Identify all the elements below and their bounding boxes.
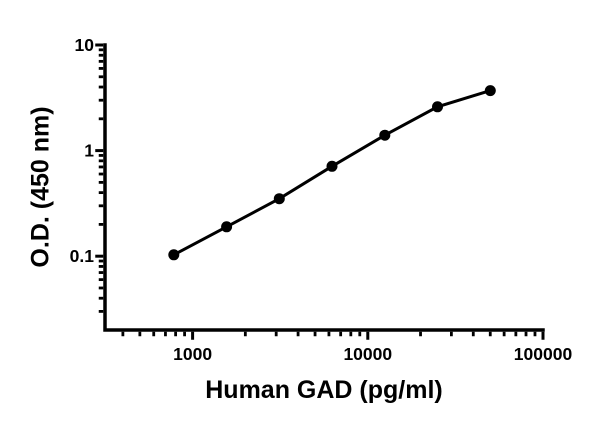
data-point-marker [484, 85, 496, 97]
x-tick-label: 1000 [173, 344, 212, 364]
data-point-marker [273, 193, 285, 205]
x-axis-title: Human GAD (pg/ml) [205, 376, 443, 404]
y-tick-label: 1 [84, 141, 94, 161]
x-tick-label: 10000 [343, 344, 392, 364]
data-point-marker [221, 221, 233, 233]
y-tick-label: 0.1 [70, 246, 95, 266]
x-tick-label: 100000 [514, 344, 573, 364]
y-axis-title: O.D. (450 nm) [26, 106, 55, 268]
data-point-marker [168, 249, 180, 261]
standard-curve-line [172, 89, 492, 257]
data-point-marker [379, 129, 391, 141]
data-point-marker [326, 160, 338, 172]
y-tick-label: 10 [75, 35, 95, 55]
data-point-marker [432, 101, 443, 113]
axis-spine [103, 43, 545, 332]
